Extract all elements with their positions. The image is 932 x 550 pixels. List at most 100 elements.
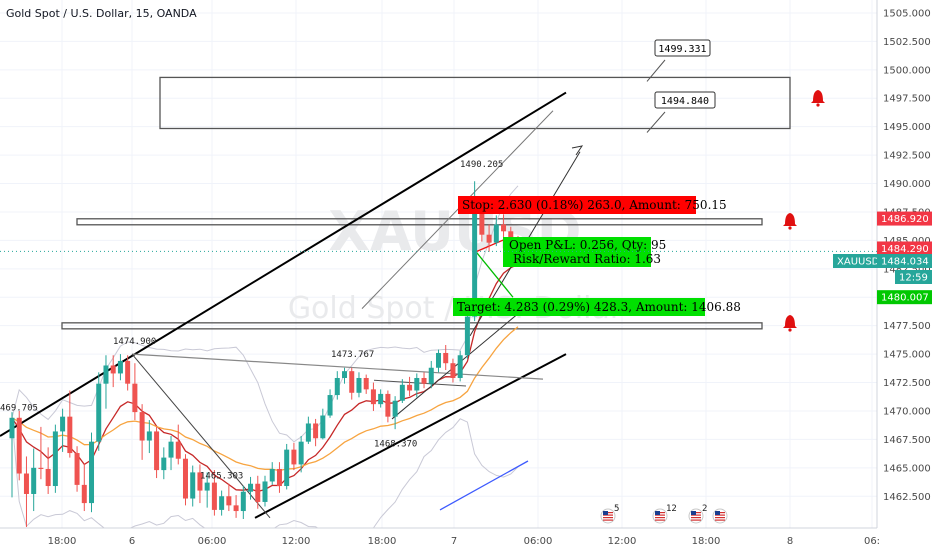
price-zones [61,76,791,330]
price-tag-label: XAUUSD [837,257,880,268]
candle-body [226,496,232,506]
candle-body [378,393,384,405]
time-tick: 18:00 [692,536,721,547]
target-box [453,298,705,316]
candle-body [334,377,340,396]
time-axis[interactable]: 18:00 6 06:00 12:00 18:00 7 06:00 12:00 18:00 8 06… [0,527,932,550]
candle-body [146,431,152,441]
candle-body [435,352,441,368]
candle-body [313,423,319,439]
candle-body [414,377,420,391]
price-tick: 1485.000 [883,236,931,247]
candle-body [356,377,362,393]
time-tick: 7 [451,536,457,547]
event-count: 12 [666,504,677,514]
candle-body [385,393,391,417]
price-tick: 1490.000 [883,179,931,190]
price-tick: 1477.500 [883,321,931,332]
candle-body [327,395,333,416]
candle-body [96,383,102,442]
price-tick: 1500.000 [883,65,931,76]
price-tag [895,270,932,284]
price-tag-label: 1480.007 [881,293,929,304]
candle-body [110,365,116,374]
candle-body [233,505,239,512]
candle-body [52,431,58,487]
ma-blue [439,460,529,511]
trendline-top [131,353,544,380]
target-label: Target: 4.283 (0.29%) 428.3, Amount: 140… [457,300,741,314]
price-tick: 1492.500 [883,151,931,162]
flag-stripe [655,517,665,519]
price-labels: 1474.900 1473.767 1468.370 1465.303 1490.205… [0,39,716,481]
forecast-arrowhead [571,145,584,156]
candle-body [262,481,268,502]
candle-body [284,449,290,487]
price-label: 1490.205 [460,160,503,170]
callout-box [654,91,716,109]
candle-body [182,458,188,499]
candle-body [428,367,434,384]
time-tick: 12:00 [608,536,637,547]
rr-label: Risk/Reward Ratio: 1.63 [513,252,661,266]
candle-body [349,371,355,393]
candle-body [89,441,95,504]
flag-stripe [603,519,613,521]
candle-body [421,377,427,384]
zone-box [159,76,791,130]
price-tag-label: 1484.290 [881,244,929,255]
candle-body [67,416,73,454]
candle-body [23,473,29,494]
candle-body [269,468,275,482]
flag-stripe [715,519,725,521]
flag-stripe [655,514,665,516]
economic-events: 5 12 2 [600,504,728,524]
candle-body [190,472,196,499]
pnl-box [503,237,651,267]
price-label: 469.705 [0,403,38,413]
candle-body [320,415,326,439]
alert-bell-clapper [788,226,792,230]
time-tick: 8 [787,536,793,547]
time-tick: 06:00 [524,536,553,547]
price-label: 1473.767 [331,350,374,360]
time-tick: 18:00 [368,536,397,547]
candle-body [204,482,210,491]
flag-canton [691,511,696,515]
chart-title: Gold Spot / U.S. Dollar, 15, OANDA [6,7,197,20]
flag-stripe [603,517,613,519]
candle-body [472,213,478,317]
flag-stripe [715,517,725,519]
candle-body [407,384,413,391]
time-tick: 6 [129,536,135,547]
price-tick: 1482.500 [883,264,931,275]
candle-body [240,491,246,512]
flag-canton [655,511,660,515]
candle-body [211,482,217,510]
candle-body [342,371,348,378]
position-tool[interactable]: Stop: 2.630 (0.18%) 263.0, Amount: 750.1… [453,196,741,316]
flag-canton [603,511,608,515]
alert-bell-icon [783,315,797,328]
flag-stripe [655,519,665,521]
event-count: 2 [702,504,707,514]
event-count: 5 [614,504,619,514]
price-tick: 1470.000 [883,406,931,417]
price-tick: 1497.500 [883,94,931,105]
flag-stripe [691,517,701,519]
price-tick: 1465.000 [883,463,931,474]
candle-body [291,449,297,465]
candle-body [81,484,87,504]
callout-pointer [646,111,666,133]
price-tick: 1495.000 [883,122,931,133]
candle-body [370,389,376,405]
candle-body [132,383,138,413]
callout-label: 1499.331 [658,44,706,55]
price-tag [877,241,932,256]
channel-inner-line [361,110,554,309]
candle-body [399,384,405,401]
candle-body [175,441,181,459]
alert-bell-icon [783,213,797,226]
